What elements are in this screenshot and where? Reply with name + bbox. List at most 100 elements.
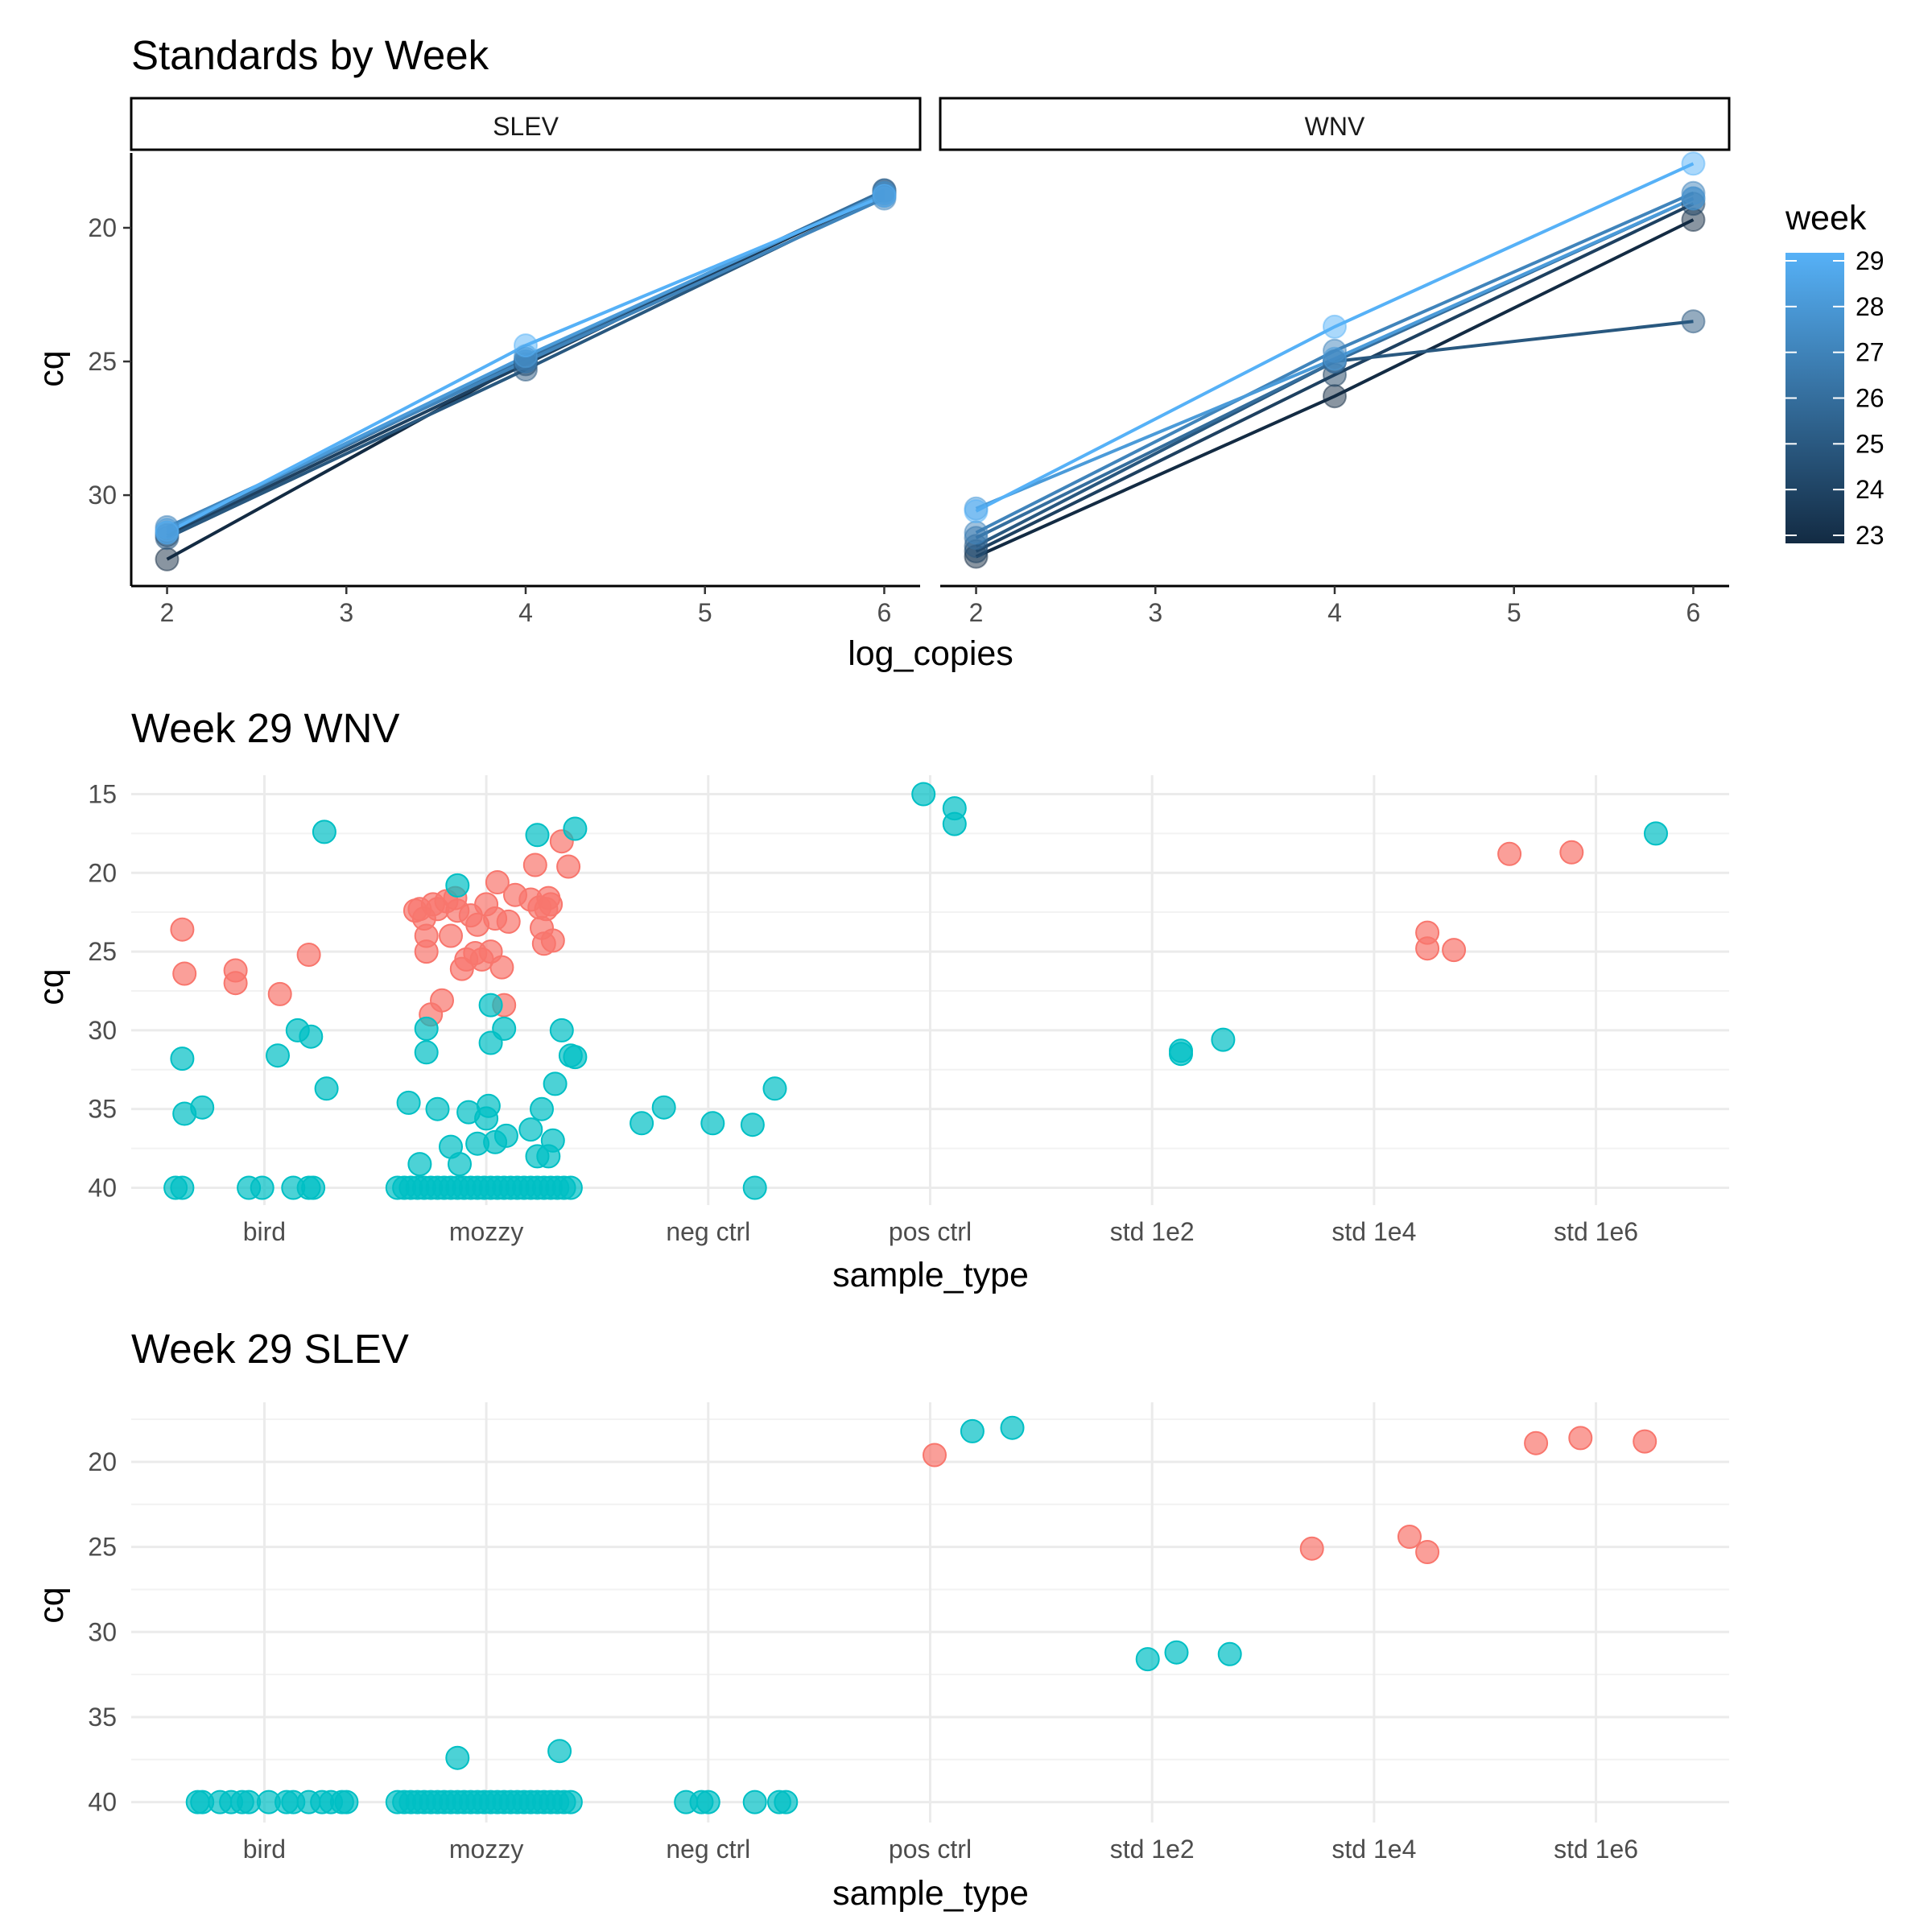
data-point-mozzy bbox=[518, 1117, 543, 1142]
data-point-std-1e4 bbox=[1415, 1540, 1440, 1564]
y-tick-label: 25 bbox=[88, 937, 117, 966]
wnv-x-axis-title: sample_type bbox=[832, 1256, 1029, 1294]
data-point-std-1e2 bbox=[1217, 1641, 1242, 1666]
x-tick-label: bird bbox=[243, 1835, 286, 1864]
y-tick-label: 30 bbox=[88, 1617, 117, 1646]
data-point-mozzy bbox=[414, 923, 439, 948]
standards-y-axis-title: cq bbox=[32, 350, 71, 386]
data-point-bird bbox=[266, 1043, 290, 1068]
data-point-mozzy bbox=[540, 1128, 565, 1153]
y-tick-label: 40 bbox=[88, 1788, 117, 1817]
data-point-std-1e6 bbox=[1633, 1429, 1657, 1454]
x-tick-label: 5 bbox=[698, 598, 712, 627]
x-tick-label: mozzy bbox=[449, 1217, 523, 1246]
data-point-mozzy bbox=[445, 873, 470, 898]
data-point-neg-ctrl bbox=[630, 1111, 654, 1136]
data-point-mozzy bbox=[430, 988, 454, 1013]
data-point-mozzy bbox=[543, 1071, 568, 1096]
legend-title: week bbox=[1785, 199, 1867, 237]
data-point-mozzy bbox=[547, 1739, 572, 1764]
data-point-bird bbox=[314, 1076, 339, 1101]
data-point-pos-ctrl bbox=[960, 1418, 985, 1443]
data-point-week-29 bbox=[155, 520, 180, 545]
slev-y-axis-title: cq bbox=[32, 1587, 71, 1623]
data-point-mozzy bbox=[530, 1096, 554, 1121]
data-point-pos-ctrl bbox=[923, 1443, 947, 1468]
x-tick-label: pos ctrl bbox=[889, 1835, 972, 1864]
x-tick-label: bird bbox=[243, 1217, 286, 1246]
slev-panel: Week 29 SLEV 20 25 30 35 40 bird mozzy neg ctrl… bbox=[32, 1326, 1729, 1913]
x-tick-label: std 1e2 bbox=[1110, 1835, 1195, 1864]
data-point-std-1e4 bbox=[1415, 936, 1440, 961]
x-tick-label: std 1e6 bbox=[1554, 1217, 1638, 1246]
standards-title: Standards by Week bbox=[131, 32, 489, 78]
data-point-mozzy bbox=[558, 1175, 583, 1200]
x-tick-label: 4 bbox=[518, 598, 533, 627]
x-tick-label: std 1e4 bbox=[1331, 1835, 1416, 1864]
week-legend: week 29 28 27 26 25 24 23 bbox=[1785, 199, 1885, 550]
x-tick-label: 6 bbox=[877, 598, 892, 627]
data-point-mozzy bbox=[540, 928, 565, 953]
y-tick-label: 15 bbox=[88, 779, 117, 808]
data-point-bird bbox=[170, 1046, 195, 1071]
x-tick-label: 6 bbox=[1686, 598, 1701, 627]
data-point-bird bbox=[223, 971, 248, 996]
data-point-week-28 bbox=[1681, 186, 1706, 211]
facet-slev: SLEV 2 3 4 5 6 20 25 30 bbox=[88, 97, 922, 627]
data-point-bird bbox=[172, 961, 197, 986]
facet-strip bbox=[939, 97, 1731, 151]
data-point-mozzy bbox=[525, 823, 550, 848]
x-tick-label: std 1e4 bbox=[1331, 1217, 1416, 1246]
data-point-mozzy bbox=[558, 1790, 583, 1814]
legend-label: 23 bbox=[1856, 521, 1885, 550]
data-point-bird bbox=[250, 1175, 275, 1200]
data-point-std-1e2 bbox=[1211, 1027, 1236, 1052]
data-point-week-29 bbox=[1323, 314, 1347, 339]
data-point-std-1e2 bbox=[1135, 1647, 1160, 1672]
data-point-neg-ctrl bbox=[700, 1111, 725, 1136]
x-tick-label: neg ctrl bbox=[666, 1217, 750, 1246]
data-point-std-1e6 bbox=[1559, 840, 1584, 865]
data-point-mozzy bbox=[448, 1152, 472, 1177]
data-point-mozzy bbox=[407, 1152, 432, 1177]
data-point-week-23 bbox=[155, 547, 180, 572]
data-point-mozzy bbox=[563, 816, 588, 841]
legend-label: 24 bbox=[1856, 475, 1885, 504]
data-point-neg-ctrl bbox=[740, 1113, 765, 1137]
data-point-pos-ctrl bbox=[942, 811, 967, 836]
data-point-mozzy bbox=[396, 1090, 421, 1115]
data-point-bird bbox=[267, 981, 292, 1006]
data-point-mozzy bbox=[492, 1016, 517, 1041]
data-point-mozzy bbox=[522, 852, 547, 877]
y-tick-label: 20 bbox=[88, 858, 117, 887]
y-tick-label: 25 bbox=[88, 347, 117, 376]
data-point-bird bbox=[299, 1024, 324, 1049]
y-tick-label: 20 bbox=[88, 1447, 117, 1476]
x-tick-label: 2 bbox=[160, 598, 175, 627]
y-tick-label: 30 bbox=[88, 1016, 117, 1045]
x-tick-label: std 1e2 bbox=[1110, 1217, 1195, 1246]
data-point-week-28 bbox=[1323, 346, 1347, 371]
data-point-neg-ctrl bbox=[774, 1790, 799, 1814]
x-tick-label: 5 bbox=[1507, 598, 1521, 627]
data-point-neg-ctrl bbox=[651, 1095, 676, 1120]
facet-strip-label: SLEV bbox=[493, 112, 559, 141]
data-point-mozzy bbox=[425, 1096, 450, 1121]
data-point-mozzy bbox=[414, 1016, 439, 1041]
legend-label: 25 bbox=[1856, 429, 1885, 458]
data-point-std-1e4 bbox=[1397, 1525, 1422, 1549]
data-point-mozzy bbox=[478, 993, 503, 1018]
legend-label: 28 bbox=[1856, 292, 1885, 321]
wnv-plot-area: 15 20 25 30 35 40 bird mozzy neg ctrl pos ctrl std… bbox=[88, 775, 1729, 1246]
x-tick-label: mozzy bbox=[449, 1835, 523, 1864]
y-tick-label: 35 bbox=[88, 1095, 117, 1124]
data-point-neg-ctrl bbox=[742, 1790, 767, 1814]
data-point-bird bbox=[170, 917, 195, 942]
facet-strip bbox=[130, 97, 922, 151]
x-tick-label: std 1e6 bbox=[1554, 1835, 1638, 1864]
data-point-bird bbox=[334, 1790, 359, 1814]
y-tick-label: 35 bbox=[88, 1703, 117, 1732]
data-point-mozzy bbox=[445, 1745, 470, 1770]
x-tick-label: pos ctrl bbox=[889, 1217, 972, 1246]
